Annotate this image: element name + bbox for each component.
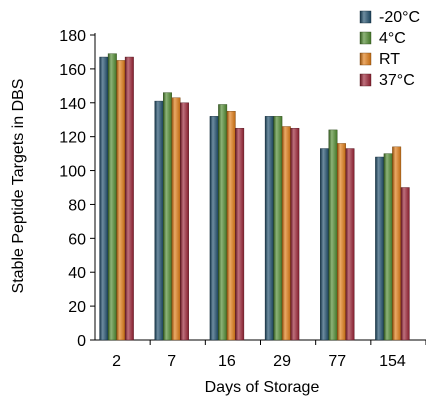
y-tick-label: 20 [68,299,86,316]
bar [124,56,134,341]
y-tick-label: 180 [59,28,86,45]
bar [154,100,164,341]
bar [235,127,245,341]
bar [392,146,402,341]
bar [328,129,338,341]
x-tick-label: 2 [112,353,121,370]
legend-swatch [359,31,372,45]
bar [171,97,181,341]
bar [99,56,109,341]
bar [107,53,117,341]
bar [337,143,346,341]
bar [345,148,355,341]
y-tick-label: 120 [59,130,86,147]
bar [209,116,219,341]
legend-label: RT [379,51,400,68]
legend-swatch [359,10,372,24]
bar [116,60,126,341]
y-tick-label: 40 [68,265,86,282]
x-tick-label: 154 [379,353,406,370]
bar [264,116,274,341]
bar [375,156,385,341]
x-tick-label: 77 [328,353,346,370]
y-tick-label: 0 [77,333,86,350]
bar [226,111,236,341]
y-tick-label: 160 [59,62,86,79]
x-tick-label: 29 [273,353,291,370]
y-tick-label: 80 [68,197,86,214]
x-tick-label: 16 [218,353,236,370]
x-axis-label: Days of Storage [205,379,320,396]
y-tick-label: 140 [59,96,86,113]
bar [281,126,291,341]
y-tick-label: 100 [59,164,86,181]
y-axis-label: Stable Peptide Targets in DBS [10,79,27,294]
bar [180,102,189,341]
bar [218,104,228,341]
bar [383,153,393,341]
bar [320,148,329,341]
axes: 0 20 40 60 80 100 120 140 160 180 2 7 16 29 77 154 [59,28,426,370]
legend: -20°C 4°C RT 37°C [359,9,420,89]
legend-label: 4°C [379,30,406,47]
x-tick-label: 7 [167,353,176,370]
bars [99,53,410,341]
legend-label: 37°C [379,72,415,89]
legend-label: -20°C [379,9,420,26]
bar [163,92,172,341]
legend-swatch [359,73,372,87]
bar [290,127,300,341]
bar [400,187,410,341]
legend-swatch [359,52,372,66]
y-tick-label: 60 [68,231,86,248]
bar [273,116,283,341]
